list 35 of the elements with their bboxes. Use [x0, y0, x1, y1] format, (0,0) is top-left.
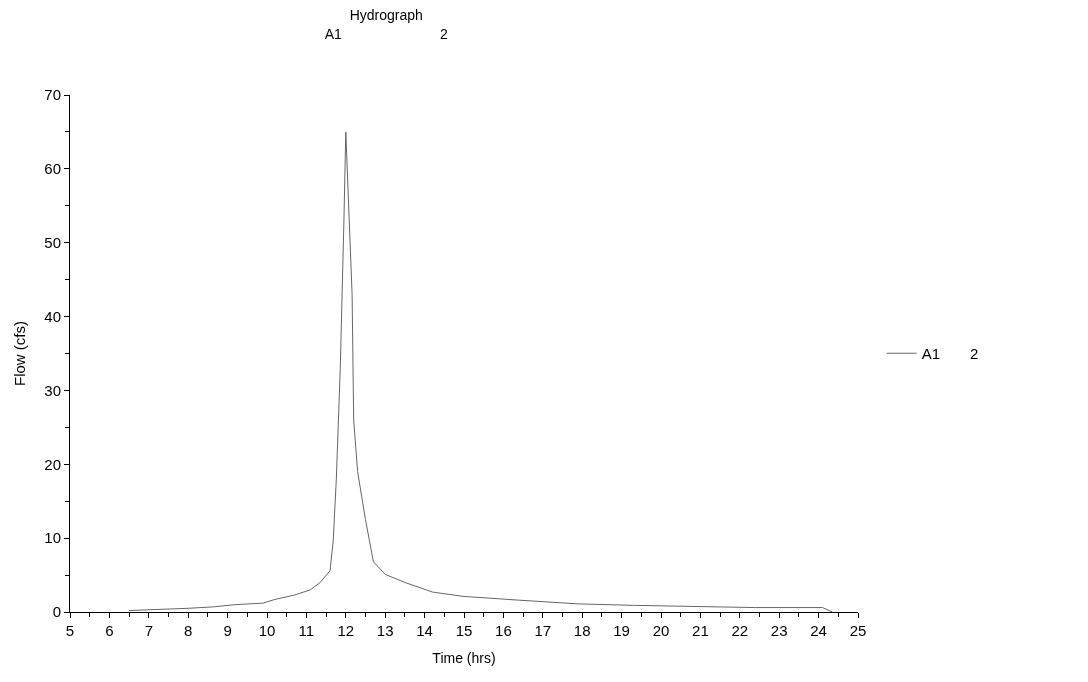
y-tick-label: 20 [44, 455, 61, 473]
legend-label: A1 2 [921, 345, 979, 363]
y-axis-title: Flow (cfs) [10, 321, 28, 386]
x-tick-label: 17 [534, 622, 552, 639]
x-tick-label: 23 [770, 622, 788, 639]
x-tick-label: 24 [810, 622, 827, 639]
x-tick-label: 16 [495, 622, 512, 639]
y-tick-label: 50 [44, 233, 61, 251]
y-tick-label: 70 [44, 86, 61, 104]
x-tick-label: 19 [613, 622, 630, 639]
x-tick-label: 12 [337, 622, 355, 639]
chart-subtitle: A1 2 [324, 25, 448, 42]
y-tick-label: 0 [52, 603, 61, 621]
x-tick-label: 15 [455, 622, 473, 639]
x-tick-label: 18 [573, 622, 591, 639]
x-tick-label: 11 [298, 622, 315, 639]
x-tick-label: 25 [849, 622, 867, 639]
x-tick-label: 8 [184, 622, 193, 639]
x-tick-label: 10 [258, 622, 276, 639]
chart-title: Hydrograph [349, 7, 423, 24]
x-tick-label: 9 [223, 622, 232, 639]
x-tick-label: 22 [731, 622, 749, 639]
x-tick-label: 7 [144, 622, 153, 639]
y-tick-label: 10 [44, 529, 61, 547]
y-tick-label: 60 [44, 160, 61, 178]
y-tick-label: 30 [44, 381, 61, 399]
x-tick-label: 5 [65, 622, 75, 639]
x-tick-label: 21 [692, 622, 709, 639]
y-tick-label: 40 [44, 307, 61, 325]
line-series [128, 131, 833, 612]
x-tick-label: 13 [376, 622, 394, 639]
x-tick-label: 6 [105, 622, 114, 639]
x-tick-label: 14 [416, 622, 433, 639]
x-axis-title: Time (hrs) [432, 650, 496, 667]
x-tick-label: 20 [652, 622, 670, 639]
